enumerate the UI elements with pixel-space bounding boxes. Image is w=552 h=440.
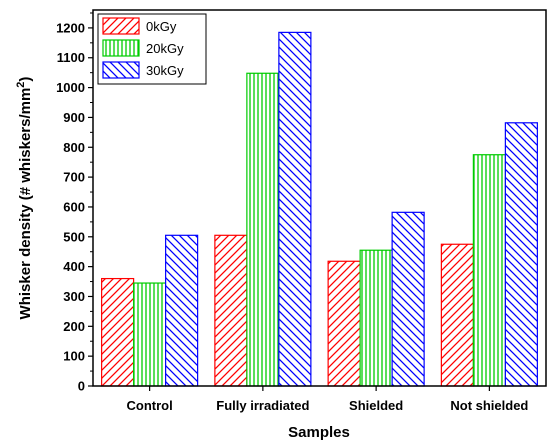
bar-30kGy-fully-irradiated [279,32,311,386]
x-axis: Control Fully irradiated Shielded Not shiel… [127,386,529,413]
legend-swatch-20kGy [103,40,139,56]
bar-30kGy-control [166,235,198,386]
bar-30kGy-shielded [392,212,424,386]
bar-0kGy-control [102,279,134,386]
y-tick-label: 900 [63,110,85,125]
y-axis-title: Whisker density (# whiskers/mm2) [15,77,34,320]
y-tick-label: 500 [63,229,85,244]
bars-group [102,32,538,386]
bar-20kGy-fully-irradiated [247,73,279,386]
y-axis: 0 100 200 300 400 500 600 700 800 900 1000 1100 1200 [56,13,93,394]
x-tick-label: Shielded [349,398,403,413]
y-tick-label: 100 [63,349,85,364]
y-tick-label: 800 [63,140,85,155]
bar-0kGy-fully-irradiated [215,235,247,386]
y-tick-label: 300 [63,289,85,304]
legend-swatch-0kGy [103,18,139,34]
y-tick-label: 1100 [57,50,85,65]
legend-label-0kGy: 0kGy [146,19,177,34]
bar-20kGy-not-shielded [473,155,505,386]
y-tick-label: 200 [63,319,85,334]
bar-20kGy-control [134,283,166,386]
y-tick-label: 600 [63,199,85,214]
y-tick-label: 400 [63,259,85,274]
y-axis-title-main: Whisker density (# whiskers/mm [17,88,34,320]
y-tick-label: 1200 [56,20,85,35]
legend-label-20kGy: 20kGy [146,41,184,56]
legend-label-30kGy: 30kGy [146,63,184,78]
bar-0kGy-not-shielded [441,244,473,386]
y-tick-label: 1000 [56,80,85,95]
x-tick-label: Fully irradiated [216,398,309,413]
y-axis-title-suffix: ) [17,77,34,82]
bar-20kGy-shielded [360,250,392,386]
bar-30kGy-not-shielded [505,123,537,386]
y-tick-label: 700 [63,170,85,185]
x-tick-label: Not shielded [450,398,528,413]
y-tick-label: 0 [78,379,85,394]
x-axis-title: Samples [288,424,350,440]
legend-swatch-30kGy [103,62,139,78]
x-tick-label: Control [127,398,173,413]
legend: 0kGy 20kGy 30kGy [98,14,206,84]
bar-0kGy-shielded [328,261,360,386]
